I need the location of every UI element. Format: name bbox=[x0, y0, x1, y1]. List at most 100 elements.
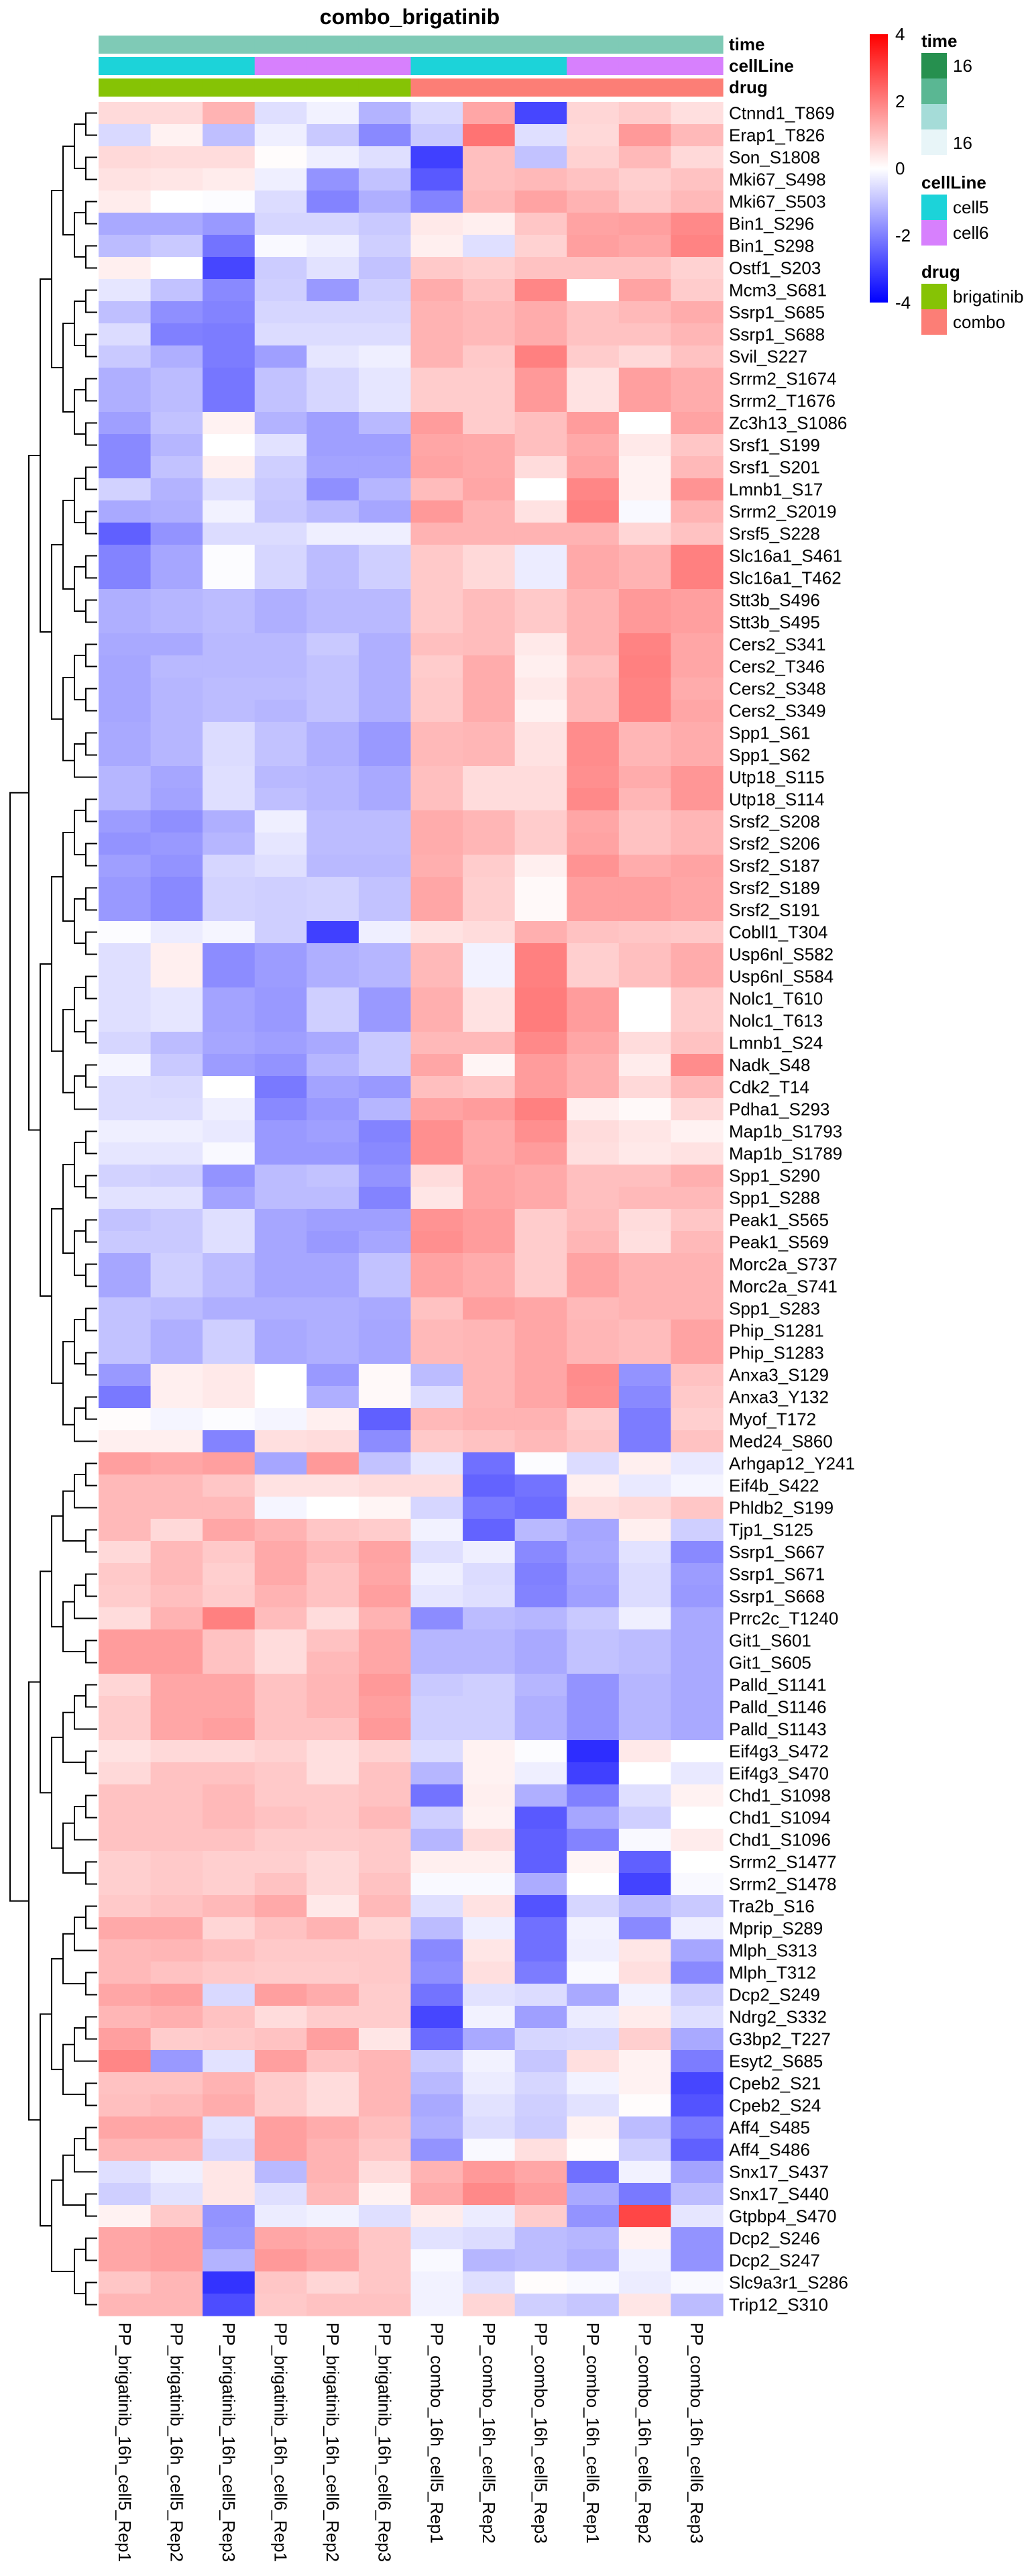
heatmap-cell bbox=[99, 1585, 152, 1608]
heatmap-cell bbox=[358, 1585, 412, 1608]
heatmap-cell bbox=[203, 1142, 255, 1165]
heatmap-cell bbox=[463, 301, 516, 324]
heatmap-cell bbox=[254, 1010, 307, 1032]
heatmap-cell bbox=[358, 368, 412, 390]
heatmap-cell bbox=[150, 1762, 203, 1785]
heatmap-cell bbox=[410, 1032, 463, 1055]
heatmap-cell bbox=[150, 678, 203, 700]
heatmap-cell bbox=[150, 1585, 203, 1608]
heatmap-cell bbox=[567, 877, 620, 900]
heatmap-cell bbox=[203, 722, 255, 745]
heatmap-cell bbox=[514, 2205, 567, 2228]
heatmap-cell bbox=[254, 1718, 307, 1741]
heatmap-cell bbox=[410, 1120, 463, 1143]
heatmap-cell bbox=[99, 1917, 152, 1940]
heatmap-cell bbox=[618, 545, 672, 568]
heatmap-cell bbox=[463, 810, 516, 833]
heatmap-cell bbox=[99, 1674, 152, 1697]
heatmap-cell bbox=[150, 1054, 203, 1077]
heatmap-cell bbox=[463, 921, 516, 944]
row-label: Dcp2_S246 bbox=[729, 2229, 820, 2249]
heatmap-cell bbox=[514, 235, 567, 258]
heatmap-cell bbox=[203, 1851, 255, 1874]
heatmap-cell bbox=[567, 1851, 620, 1874]
heatmap-cell bbox=[567, 921, 620, 944]
heatmap-cell bbox=[306, 943, 359, 966]
heatmap-cell bbox=[99, 1231, 152, 1254]
heatmap-cell bbox=[358, 744, 412, 767]
heatmap-cell bbox=[567, 191, 620, 213]
cellLine-annotation-cell bbox=[463, 57, 516, 75]
heatmap-cell bbox=[150, 1917, 203, 1940]
heatmap-cell bbox=[306, 1895, 359, 1918]
row-label: Myof_T172 bbox=[729, 1409, 816, 1430]
heatmap-cell bbox=[203, 1762, 255, 1785]
heatmap-cell bbox=[358, 1851, 412, 1874]
heatmap-cell bbox=[671, 545, 724, 568]
heatmap-cell bbox=[254, 2294, 307, 2316]
heatmap-cell bbox=[254, 1696, 307, 1719]
heatmap-cell bbox=[671, 1984, 724, 2006]
heatmap-cell bbox=[567, 2072, 620, 2095]
heatmap-cell bbox=[410, 412, 463, 435]
heatmap-cell bbox=[306, 633, 359, 656]
heatmap-cell bbox=[99, 2006, 152, 2029]
heatmap-cell bbox=[150, 567, 203, 590]
row-label: Cobll1_T304 bbox=[729, 922, 827, 943]
row-label: Ssrp1_S685 bbox=[729, 303, 825, 323]
heatmap-cell bbox=[671, 168, 724, 191]
heatmap-cell bbox=[671, 788, 724, 811]
heatmap-cell bbox=[358, 279, 412, 302]
cellLine-annotation-cell bbox=[254, 57, 307, 75]
row-label: Aff4_S486 bbox=[729, 2140, 810, 2160]
heatmap-cell bbox=[671, 2227, 724, 2250]
heatmap-cell bbox=[567, 633, 620, 656]
heatmap-cell bbox=[567, 368, 620, 390]
heatmap-cell bbox=[514, 589, 567, 612]
heatmap-cell bbox=[203, 2205, 255, 2228]
dendrogram-branch bbox=[85, 1307, 97, 1332]
heatmap-cell bbox=[463, 722, 516, 745]
heatmap-cell bbox=[99, 1165, 152, 1187]
heatmap-cell bbox=[410, 987, 463, 1010]
heatmap-cell bbox=[358, 1364, 412, 1387]
heatmap-cell bbox=[306, 523, 359, 545]
dendrogram-branch bbox=[74, 212, 86, 258]
heatmap-cell bbox=[203, 345, 255, 368]
heatmap-cell bbox=[306, 1762, 359, 1785]
heatmap-cell bbox=[567, 2183, 620, 2206]
heatmap-cell bbox=[306, 1253, 359, 1276]
heatmap-cell bbox=[150, 191, 203, 213]
heatmap-cell bbox=[203, 1452, 255, 1475]
heatmap-cell bbox=[203, 301, 255, 324]
heatmap-cell bbox=[410, 2139, 463, 2161]
heatmap-cell bbox=[203, 434, 255, 457]
heatmap-cell bbox=[99, 1010, 152, 1032]
heatmap-cell bbox=[358, 1098, 412, 1121]
dendrogram-branch bbox=[74, 389, 86, 435]
heatmap-cell bbox=[358, 1807, 412, 1829]
heatmap-cell bbox=[358, 1939, 412, 1962]
heatmap-cell bbox=[567, 943, 620, 966]
heatmap-cell bbox=[254, 1142, 307, 1165]
heatmap-cell bbox=[254, 2006, 307, 2029]
drug-annotation-cell bbox=[203, 78, 255, 97]
heatmap-cell bbox=[99, 877, 152, 900]
heatmap-cell bbox=[150, 390, 203, 413]
heatmap-cell bbox=[618, 744, 672, 767]
heatmap-cell bbox=[99, 1253, 152, 1276]
heatmap-cell bbox=[514, 1430, 567, 1453]
heatmap-cell bbox=[203, 1718, 255, 1741]
heatmap-cell bbox=[150, 2294, 203, 2316]
heatmap-cell bbox=[514, 213, 567, 235]
heatmap-cell bbox=[99, 1851, 152, 1874]
heatmap-cell bbox=[254, 2050, 307, 2073]
heatmap-cell bbox=[671, 567, 724, 590]
heatmap-cell bbox=[99, 788, 152, 811]
heatmap-cell bbox=[150, 1253, 203, 1276]
heatmap-cell bbox=[618, 1231, 672, 1254]
row-label: Cers2_T346 bbox=[729, 657, 825, 677]
heatmap-cell bbox=[150, 810, 203, 833]
heatmap-cell bbox=[203, 1519, 255, 1542]
heatmap-cell bbox=[99, 855, 152, 877]
